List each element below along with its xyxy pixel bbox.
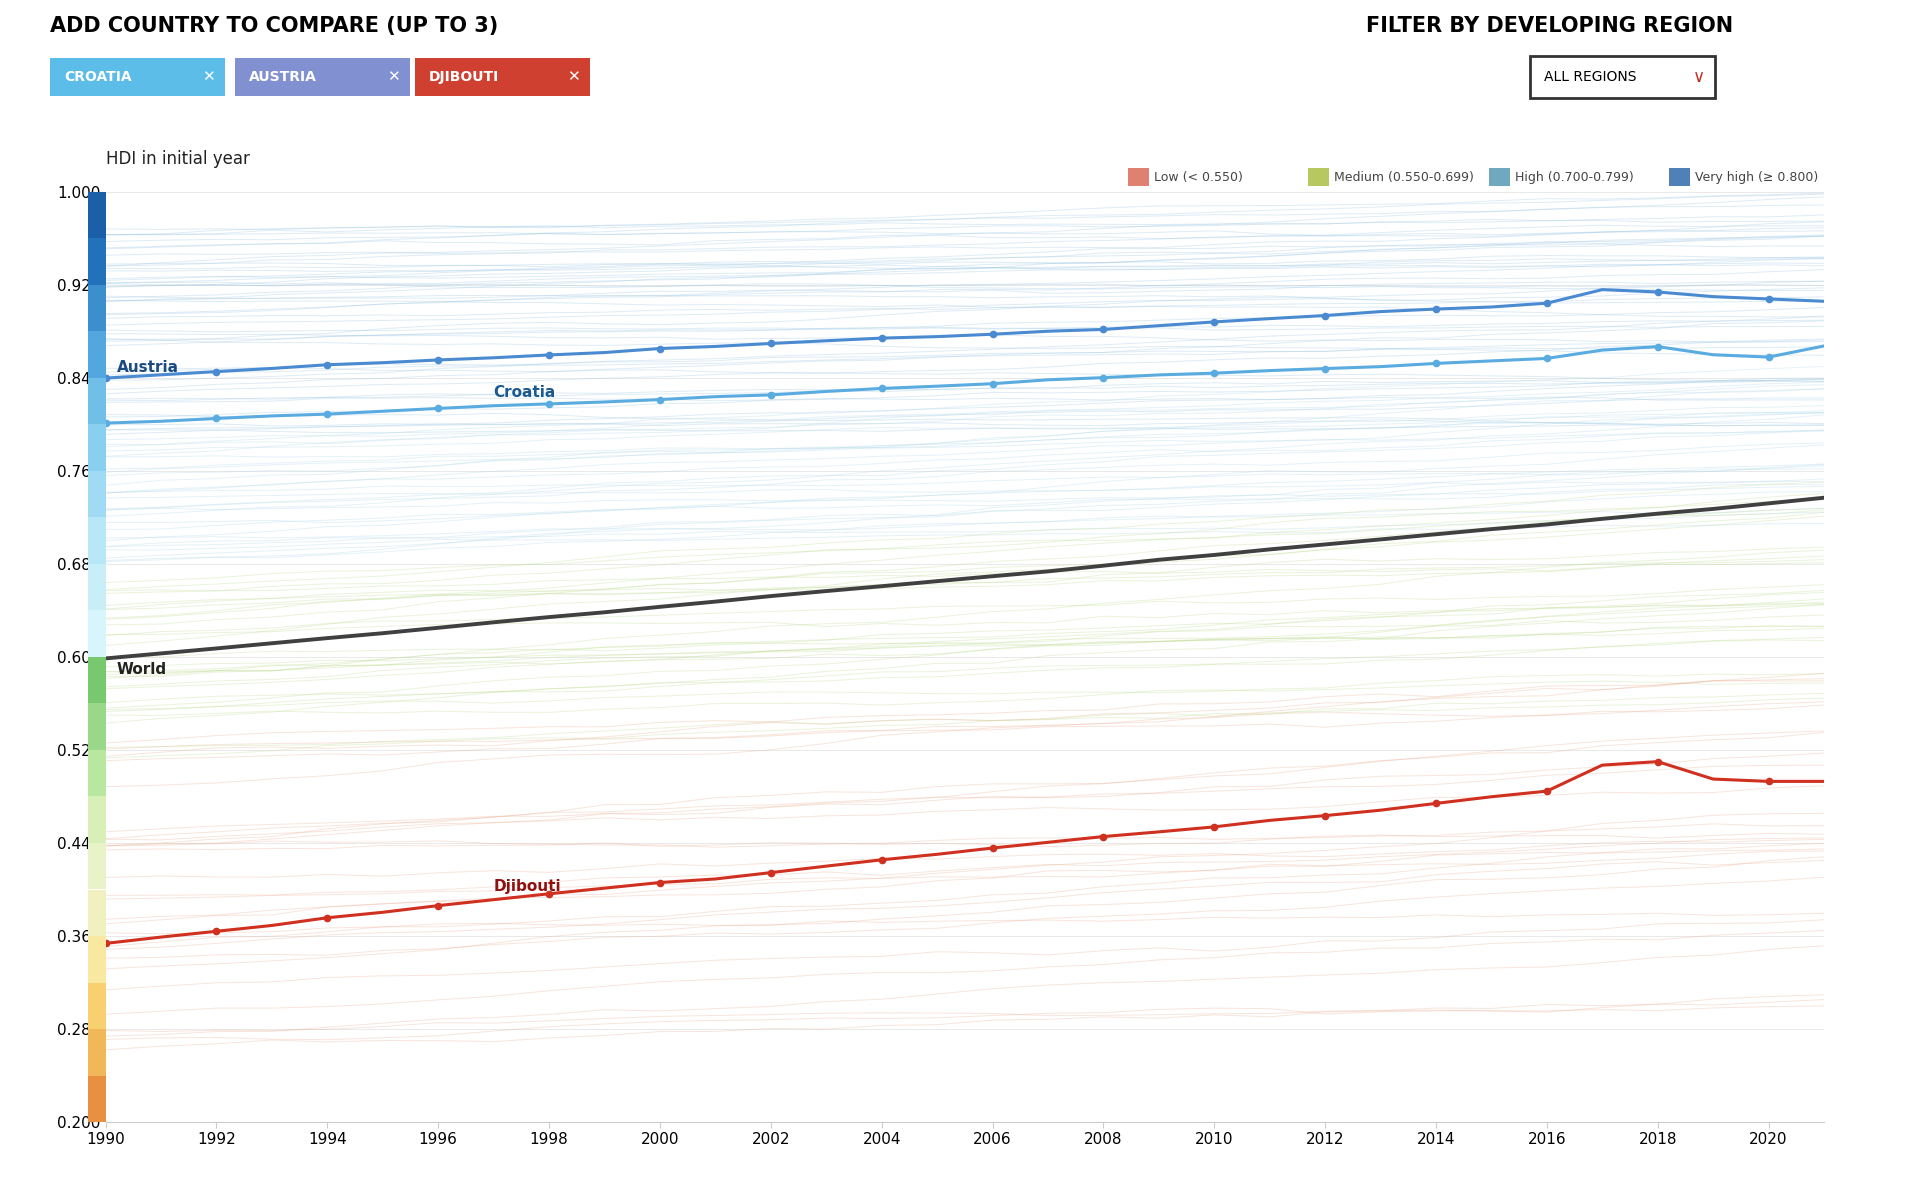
- Bar: [415, 58, 589, 96]
- Text: ADD COUNTRY TO COMPARE (UP TO 3): ADD COUNTRY TO COMPARE (UP TO 3): [50, 16, 499, 36]
- Bar: [50, 58, 225, 96]
- Text: CROATIA: CROATIA: [63, 70, 132, 84]
- Bar: [88, 1028, 106, 1075]
- Bar: [1530, 56, 1715, 98]
- Bar: [88, 611, 106, 656]
- Text: Medium (0.550-0.699): Medium (0.550-0.699): [1334, 170, 1475, 184]
- Bar: [88, 284, 106, 331]
- Bar: [1129, 168, 1148, 186]
- Bar: [88, 564, 106, 611]
- Text: Austria: Austria: [117, 360, 179, 374]
- Bar: [88, 239, 106, 284]
- Text: ✕: ✕: [566, 70, 580, 84]
- Bar: [88, 192, 106, 239]
- Bar: [88, 331, 106, 378]
- Text: Djibouti: Djibouti: [493, 878, 561, 894]
- Bar: [88, 842, 106, 889]
- Text: High (0.700-0.799): High (0.700-0.799): [1515, 170, 1634, 184]
- Text: FILTER BY DEVELOPING REGION: FILTER BY DEVELOPING REGION: [1367, 16, 1734, 36]
- Text: Very high (≥ 0.800): Very high (≥ 0.800): [1695, 170, 1818, 184]
- Text: DJIBOUTI: DJIBOUTI: [428, 70, 499, 84]
- Text: ✕: ✕: [388, 70, 399, 84]
- Text: ∨: ∨: [1693, 68, 1705, 86]
- Bar: [88, 889, 106, 936]
- Bar: [1309, 168, 1329, 186]
- Text: Low (< 0.550): Low (< 0.550): [1154, 170, 1242, 184]
- Bar: [1488, 168, 1509, 186]
- Bar: [88, 425, 106, 470]
- Text: ALL REGIONS: ALL REGIONS: [1544, 70, 1636, 84]
- Bar: [88, 703, 106, 750]
- Bar: [88, 656, 106, 703]
- Bar: [88, 517, 106, 564]
- Text: World: World: [117, 662, 167, 677]
- Bar: [234, 58, 411, 96]
- Bar: [88, 470, 106, 517]
- Text: HDI in initial year: HDI in initial year: [106, 150, 250, 168]
- Bar: [88, 797, 106, 842]
- Text: ✕: ✕: [202, 70, 215, 84]
- Bar: [1668, 168, 1690, 186]
- Text: Croatia: Croatia: [493, 385, 557, 400]
- Bar: [88, 1075, 106, 1122]
- Bar: [88, 750, 106, 797]
- Text: AUSTRIA: AUSTRIA: [250, 70, 317, 84]
- Bar: [88, 936, 106, 983]
- Bar: [88, 378, 106, 425]
- Bar: [88, 983, 106, 1028]
